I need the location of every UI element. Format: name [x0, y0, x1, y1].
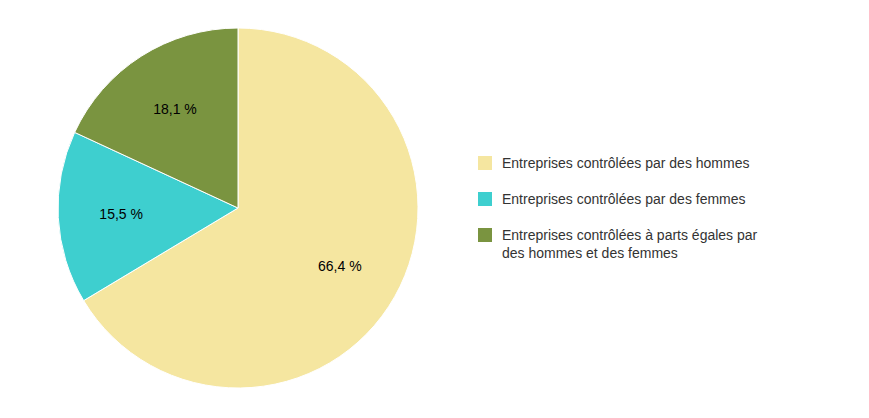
html-text:Entreprises contrôlées par des: Entreprises contrôlées par des hommes: [502, 155, 750, 171]
html-text:Entreprises contrôlées à parts: Entreprises contrôlées à parts égales pa…: [502, 227, 758, 243]
html-text:des hommes et des femmes: des hommes et des femmes: [502, 245, 678, 261]
html-text:Entreprises contrôlées par des: Entreprises contrôlées par des femmes: [502, 191, 746, 207]
svg-text:18,1 %: 18,1 %: [153, 101, 197, 117]
svg-text:66,4 %: 66,4 %: [318, 258, 362, 274]
svg-text:15,5 %: 15,5 %: [99, 206, 143, 222]
